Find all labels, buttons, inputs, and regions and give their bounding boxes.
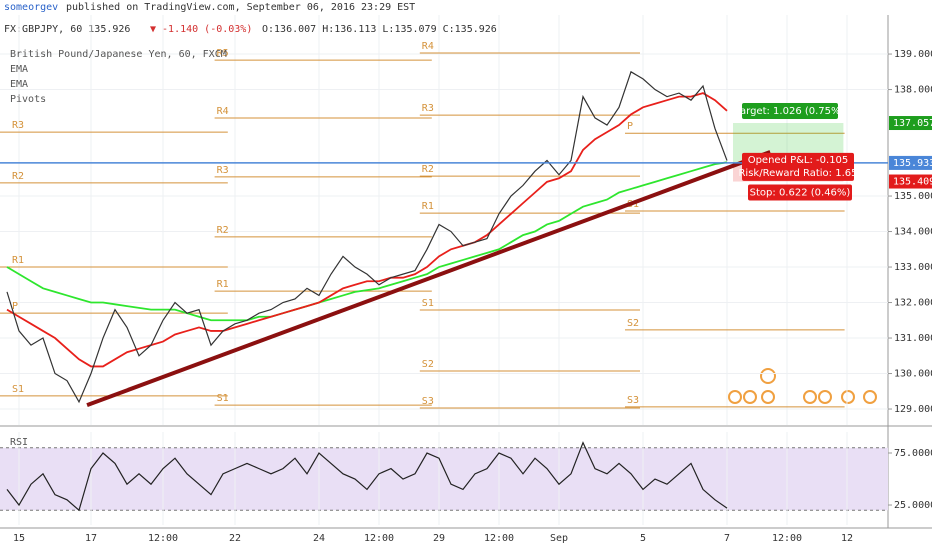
y-tick-label: 132.000 (894, 298, 932, 309)
x-tick-label: 17 (85, 533, 97, 544)
position-label: Target: 1.026 (0.75%) (735, 106, 845, 117)
legend-entry: EMA (10, 79, 28, 90)
price-tag (889, 116, 932, 131)
pivot-label: R4 (422, 41, 434, 52)
symbol: FX:GBPJPY, 60 135.926 (4, 24, 130, 35)
pivot-label: P (627, 121, 633, 132)
event-icons (728, 368, 877, 404)
change: ▼ -1.140 (-0.03%) (150, 24, 252, 35)
pivot-label: R1 (12, 255, 24, 266)
position-label-box (742, 103, 838, 120)
x-tick-label: Sep (550, 533, 568, 544)
pivot-label: R2 (12, 171, 24, 182)
position-label-box (748, 184, 852, 201)
pivot-label: S3 (627, 395, 639, 406)
pivot-label: R3 (217, 165, 229, 176)
pivot-label: S3 (422, 396, 434, 407)
y-tick-label: 138.000 (894, 85, 932, 96)
pivot-label: S1 (12, 384, 24, 395)
price-tag (889, 155, 932, 170)
x-tick-label: 12:00 (484, 533, 514, 544)
y-tick-label: 135.000 (894, 191, 932, 202)
series-line (6, 441, 728, 512)
price-tag-label: 135.409 (893, 177, 932, 188)
pivot-label: R3 (12, 120, 24, 131)
x-tick-label: 7 (724, 533, 730, 544)
y-tick-label: 75.0000 (894, 448, 932, 459)
series-line (6, 161, 728, 322)
x-tick-label: 5 (640, 533, 646, 544)
legend-entry: Pivots (10, 94, 46, 105)
pivot-label: R4 (217, 106, 229, 117)
pivot-label: R2 (217, 225, 229, 236)
panel-label: RSI (10, 437, 28, 448)
price-tag-label: 137.057 (893, 118, 932, 129)
position-label: Stop: 0.622 (0.46%) (750, 188, 851, 199)
pivot-label: S2 (627, 318, 639, 329)
x-tick-label: 22 (229, 533, 241, 544)
series-line (6, 92, 728, 368)
pivot-label: R2 (422, 164, 434, 175)
price-tag-label: 135.933 (893, 158, 932, 169)
pivot-label: R1 (217, 279, 229, 290)
position-label: Opened P&L: -0.105 (748, 155, 849, 166)
y-tick-label: 133.000 (894, 262, 932, 273)
x-tick-label: 12:00 (148, 533, 178, 544)
legend-entry: British Pound/Japanese Yen, 60, FXCM (10, 49, 227, 60)
series-line (6, 70, 728, 404)
y-tick-label: 130.000 (894, 369, 932, 380)
y-tick-label: 129.000 (894, 404, 932, 415)
pivot-label: S2 (422, 359, 434, 370)
y-tick-label: 25.0000 (894, 500, 932, 511)
x-tick-label: 12 (841, 533, 853, 544)
pivot-label: R5 (217, 48, 229, 59)
pivot-label: S1 (422, 298, 434, 309)
y-tick-label: 134.000 (894, 227, 932, 238)
x-tick-label: 24 (313, 533, 325, 544)
pivot-label: R1 (422, 201, 434, 212)
price-tag (889, 174, 932, 189)
pivot-label: S1 (217, 393, 229, 404)
position-label-box (742, 152, 854, 181)
y-tick-label: 139.000 (894, 49, 932, 60)
trendline (86, 150, 771, 407)
y-tick-label: 131.000 (894, 333, 932, 344)
author[interactable]: someorgev (4, 2, 58, 13)
x-tick-label: 12:00 (772, 533, 802, 544)
legend-entry: EMA (10, 64, 28, 75)
rsi-band (0, 447, 888, 511)
x-tick-label: 29 (433, 533, 445, 544)
pivot-label: P (12, 301, 18, 312)
published: published on TradingView.com, September … (66, 2, 415, 13)
x-tick-label: 15 (13, 533, 25, 544)
position-label: Risk/Reward Ratio: 1.65 (738, 168, 857, 179)
x-tick-label: 12:00 (364, 533, 394, 544)
pivot-label: R3 (422, 103, 434, 114)
